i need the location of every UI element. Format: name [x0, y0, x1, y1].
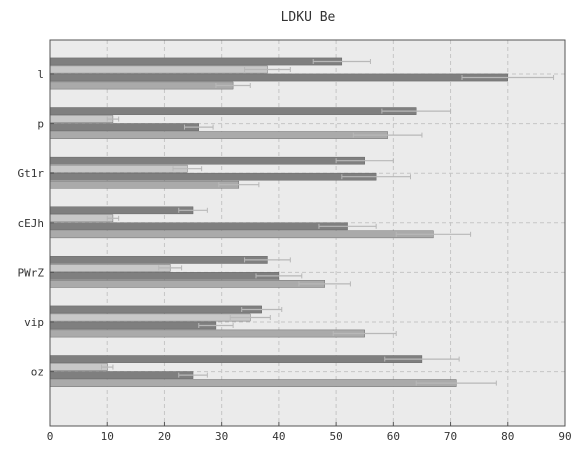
- bar: [49, 371, 194, 379]
- y-tick-label: cEJh: [18, 217, 45, 230]
- bar: [49, 363, 108, 371]
- chart-title: LDKU Be: [281, 10, 336, 25]
- y-tick-label: Gt1r: [18, 167, 45, 180]
- bar: [49, 131, 388, 139]
- x-tick-label: 70: [444, 430, 457, 443]
- x-tick-label: 10: [101, 430, 114, 443]
- bar: [49, 230, 434, 239]
- error-bars: [101, 59, 555, 386]
- bar: [49, 329, 365, 338]
- bar: [49, 256, 268, 264]
- axes: l p Gt1r cEJh PWrZ vip oz 0 10 20 30 40 50 60 70 80 90: [18, 39, 572, 443]
- bar: [49, 206, 194, 215]
- y-tick-label: p: [37, 118, 44, 131]
- x-tick-label: 60: [387, 430, 400, 443]
- bar: [49, 123, 199, 131]
- x-tick-label: 40: [272, 430, 285, 443]
- bar: [49, 172, 377, 181]
- bar: [49, 305, 262, 314]
- bar: [49, 65, 268, 74]
- bar: [49, 379, 457, 387]
- bar: [49, 264, 171, 272]
- bar: [49, 355, 423, 363]
- bar: [49, 222, 348, 231]
- x-tick-label: 90: [558, 430, 571, 443]
- y-tick-label: oz: [31, 366, 44, 379]
- bar: [49, 214, 114, 223]
- bar: [49, 180, 240, 189]
- bar: [49, 164, 188, 173]
- bar: [49, 57, 343, 66]
- bar: [49, 313, 251, 322]
- bar: [49, 280, 325, 288]
- bar: [49, 81, 234, 90]
- y-tick-label: PWrZ: [18, 266, 45, 279]
- bar: [49, 73, 508, 82]
- y-tick-label: l: [37, 68, 44, 81]
- x-tick-label: 30: [215, 430, 228, 443]
- bar: [49, 156, 365, 165]
- bar: [49, 107, 417, 115]
- bar: [49, 272, 280, 280]
- bar: [49, 321, 217, 330]
- y-tick-label: vip: [24, 316, 44, 329]
- x-tick-label: 20: [158, 430, 171, 443]
- x-tick-label: 80: [501, 430, 514, 443]
- x-tick-label: 50: [329, 430, 342, 443]
- plot-frame: [49, 39, 566, 427]
- bars: [49, 57, 508, 387]
- x-tick-label: 0: [47, 430, 54, 443]
- bar: [49, 115, 114, 123]
